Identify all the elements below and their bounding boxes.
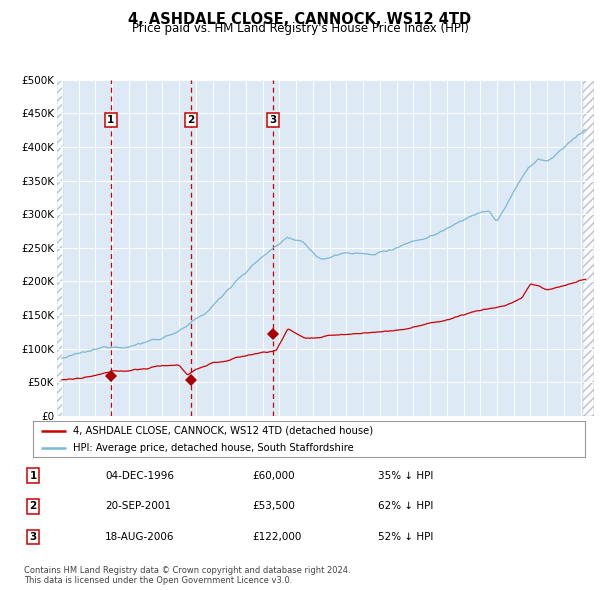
Text: HPI: Average price, detached house, South Staffordshire: HPI: Average price, detached house, Sout… [73,443,353,453]
Bar [583,80,594,416]
Text: 3: 3 [269,115,277,125]
Text: 4, ASHDALE CLOSE, CANNOCK, WS12 4TD: 4, ASHDALE CLOSE, CANNOCK, WS12 4TD [128,12,472,27]
Text: 52% ↓ HPI: 52% ↓ HPI [378,532,433,542]
Text: 1: 1 [29,471,37,480]
Text: 04-DEC-1996: 04-DEC-1996 [105,471,174,480]
Text: 18-AUG-2006: 18-AUG-2006 [105,532,175,542]
Text: £60,000: £60,000 [252,471,295,480]
Text: Price paid vs. HM Land Registry's House Price Index (HPI): Price paid vs. HM Land Registry's House … [131,22,469,35]
Text: 4, ASHDALE CLOSE, CANNOCK, WS12 4TD (detached house): 4, ASHDALE CLOSE, CANNOCK, WS12 4TD (det… [73,426,373,436]
Text: 20-SEP-2001: 20-SEP-2001 [105,502,171,511]
Text: 3: 3 [29,532,37,542]
Text: Contains HM Land Registry data © Crown copyright and database right 2024.
This d: Contains HM Land Registry data © Crown c… [24,566,350,585]
Text: £122,000: £122,000 [252,532,301,542]
Text: 35% ↓ HPI: 35% ↓ HPI [378,471,433,480]
Text: 2: 2 [29,502,37,511]
Text: 62% ↓ HPI: 62% ↓ HPI [378,502,433,511]
Text: 1: 1 [107,115,115,125]
Bar [57,80,64,416]
Text: £53,500: £53,500 [252,502,295,511]
Text: 2: 2 [188,115,195,125]
